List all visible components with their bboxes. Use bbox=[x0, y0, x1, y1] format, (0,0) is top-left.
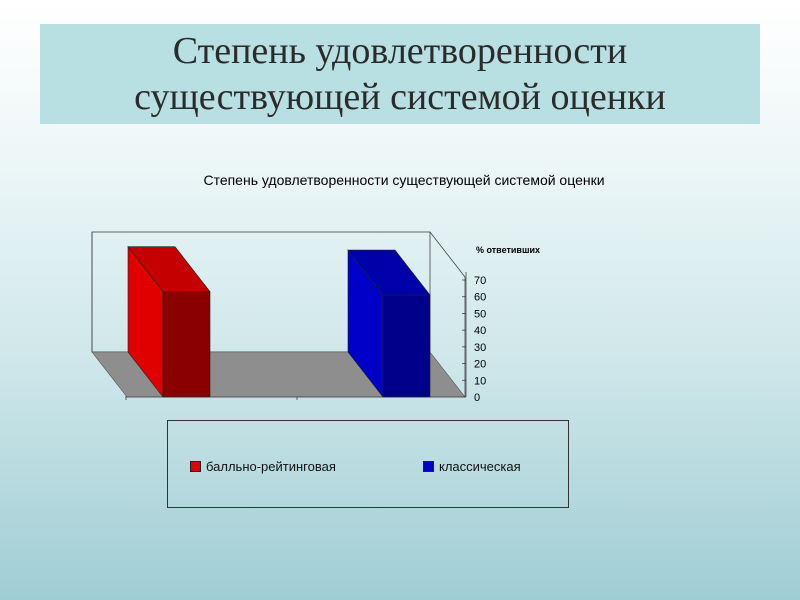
slide-title-line1: Степень удовлетворенности bbox=[172, 30, 628, 72]
y-tick-label-20: 20 bbox=[474, 359, 486, 371]
legend-label-classic: классическая bbox=[439, 459, 521, 474]
legend-item-ballno: балльно-рейтинговая bbox=[190, 459, 336, 474]
y-tick-label-40: 40 bbox=[474, 325, 486, 337]
y-tick-label-10: 10 bbox=[474, 375, 486, 387]
y-axis: 0 10 20 30 40 50 60 70 bbox=[462, 272, 486, 404]
bar-classic-side bbox=[382, 294, 431, 398]
y-tick-label-50: 50 bbox=[474, 308, 486, 320]
bar-classic-top bbox=[347, 249, 431, 296]
y-tick-label-0: 0 bbox=[474, 392, 480, 404]
y-axis-label: % ответивших bbox=[476, 245, 540, 255]
slide-title-box: Степень удовлетворенности существующей с… bbox=[40, 24, 760, 124]
legend-swatch-blue bbox=[423, 461, 434, 472]
chart-legend: балльно-рейтинговая классическая bbox=[167, 420, 569, 508]
slide-title-line2: существующей системой оценки bbox=[134, 76, 666, 118]
legend-swatch-red bbox=[190, 461, 201, 472]
bar-classic bbox=[347, 249, 431, 398]
y-tick-label-30: 30 bbox=[474, 342, 486, 354]
legend-item-classic: классическая bbox=[423, 459, 521, 474]
slide-title: Степень удовлетворенности существующей с… bbox=[134, 28, 666, 120]
chart-wall-top-diagonal bbox=[429, 231, 466, 278]
bar-ballno-top bbox=[127, 246, 211, 293]
y-tick-label-70: 70 bbox=[474, 275, 486, 287]
bar-ballno bbox=[127, 245, 211, 398]
chart-bars bbox=[127, 245, 431, 398]
legend-label-ballno: балльно-рейтинговая bbox=[206, 459, 336, 474]
y-tick-label-60: 60 bbox=[474, 292, 486, 304]
chart-title: Степень удовлетворенности существующей с… bbox=[203, 172, 604, 188]
bar-ballno-side bbox=[162, 291, 211, 398]
